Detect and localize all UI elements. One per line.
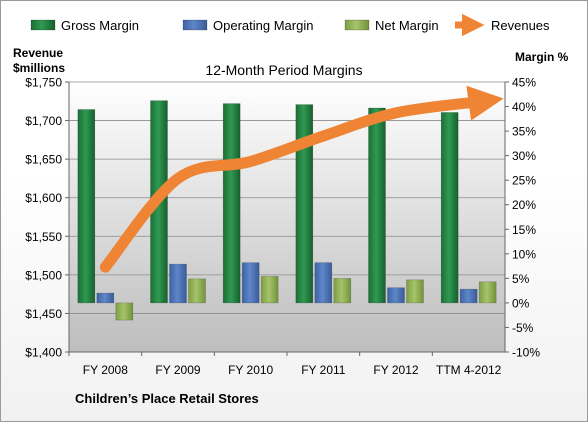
bar-operating-margin (241, 262, 260, 304)
legend-label: Revenues (491, 18, 550, 33)
axes: $1,750 $1,700 $1,650 $1,600 $1,550 $1,500 $1,4… (25, 76, 540, 378)
right-axis-label: Margin % (515, 50, 569, 64)
bar-net-margin (115, 302, 134, 321)
x-tick-label: FY 2010 (228, 363, 273, 377)
x-tick-label: FY 2009 (155, 363, 200, 377)
legend: Gross Margin Operating Margin Net Margin Re… (30, 13, 550, 37)
legend-label: Operating Margin (213, 18, 313, 33)
x-tick-label: FY 2008 (83, 363, 128, 377)
bar-net-margin (478, 281, 497, 304)
left-tick-label: $1,400 (25, 346, 62, 360)
bar-operating-margin (169, 263, 187, 304)
bars (77, 100, 497, 321)
legend-swatch (182, 19, 208, 31)
bar-operating-margin (314, 262, 333, 304)
left-tick-label: $1,600 (25, 191, 62, 205)
right-tick-label: 5% (512, 272, 530, 286)
left-tick-label: $1,500 (25, 268, 62, 282)
x-tick-label: TTM 4-2012 (436, 363, 502, 377)
bar-gross-margin (295, 104, 314, 304)
bar-operating-margin (387, 287, 405, 304)
left-tick-label: $1,700 (25, 114, 62, 128)
plot-area (69, 82, 505, 352)
left-tick-label: $1,750 (25, 76, 62, 90)
legend-swatch (30, 19, 56, 31)
bar-operating-margin (459, 288, 478, 304)
right-tick-label: 10% (512, 247, 536, 261)
chart-footer: Children’s Place Retail Stores (75, 391, 259, 406)
right-tick-label: 40% (512, 100, 536, 114)
bar-operating-margin (96, 292, 115, 304)
right-tick-label: -10% (512, 346, 540, 360)
left-tick-label: $1,650 (25, 153, 62, 167)
x-tick-label: FY 2011 (301, 363, 346, 377)
bar-net-margin (188, 278, 206, 304)
right-tick-label: 0% (512, 296, 530, 310)
bar-gross-margin (77, 109, 96, 304)
revenue-line-path (99, 85, 504, 273)
chart-title: 12-Month Period Margins (205, 62, 362, 78)
bar-gross-margin (222, 103, 241, 304)
left-tick-label: $1,450 (25, 307, 62, 321)
right-tick-label: 35% (512, 125, 536, 139)
bar-gross-margin (440, 112, 459, 304)
legend-label: Net Margin (375, 18, 439, 33)
legend-swatch (344, 19, 370, 31)
bar-gross-margin (368, 107, 386, 304)
right-tick-label: 45% (512, 76, 536, 90)
right-tick-label: 30% (512, 149, 536, 163)
revenue-line (99, 85, 504, 273)
left-axis-label-line1: Revenue (13, 46, 63, 60)
right-tick-label: -5% (512, 321, 534, 335)
bar-net-margin (260, 276, 279, 304)
left-tick-label: $1,550 (25, 230, 62, 244)
right-tick-label: 15% (512, 223, 536, 237)
left-axis-label-line2: $millions (13, 61, 65, 75)
bar-net-margin (406, 279, 424, 304)
legend-label: Gross Margin (61, 18, 139, 33)
right-tick-label: 25% (512, 174, 536, 188)
right-tick-label: 20% (512, 198, 536, 212)
bar-net-margin (333, 278, 352, 304)
x-tick-label: FY 2012 (373, 363, 418, 377)
